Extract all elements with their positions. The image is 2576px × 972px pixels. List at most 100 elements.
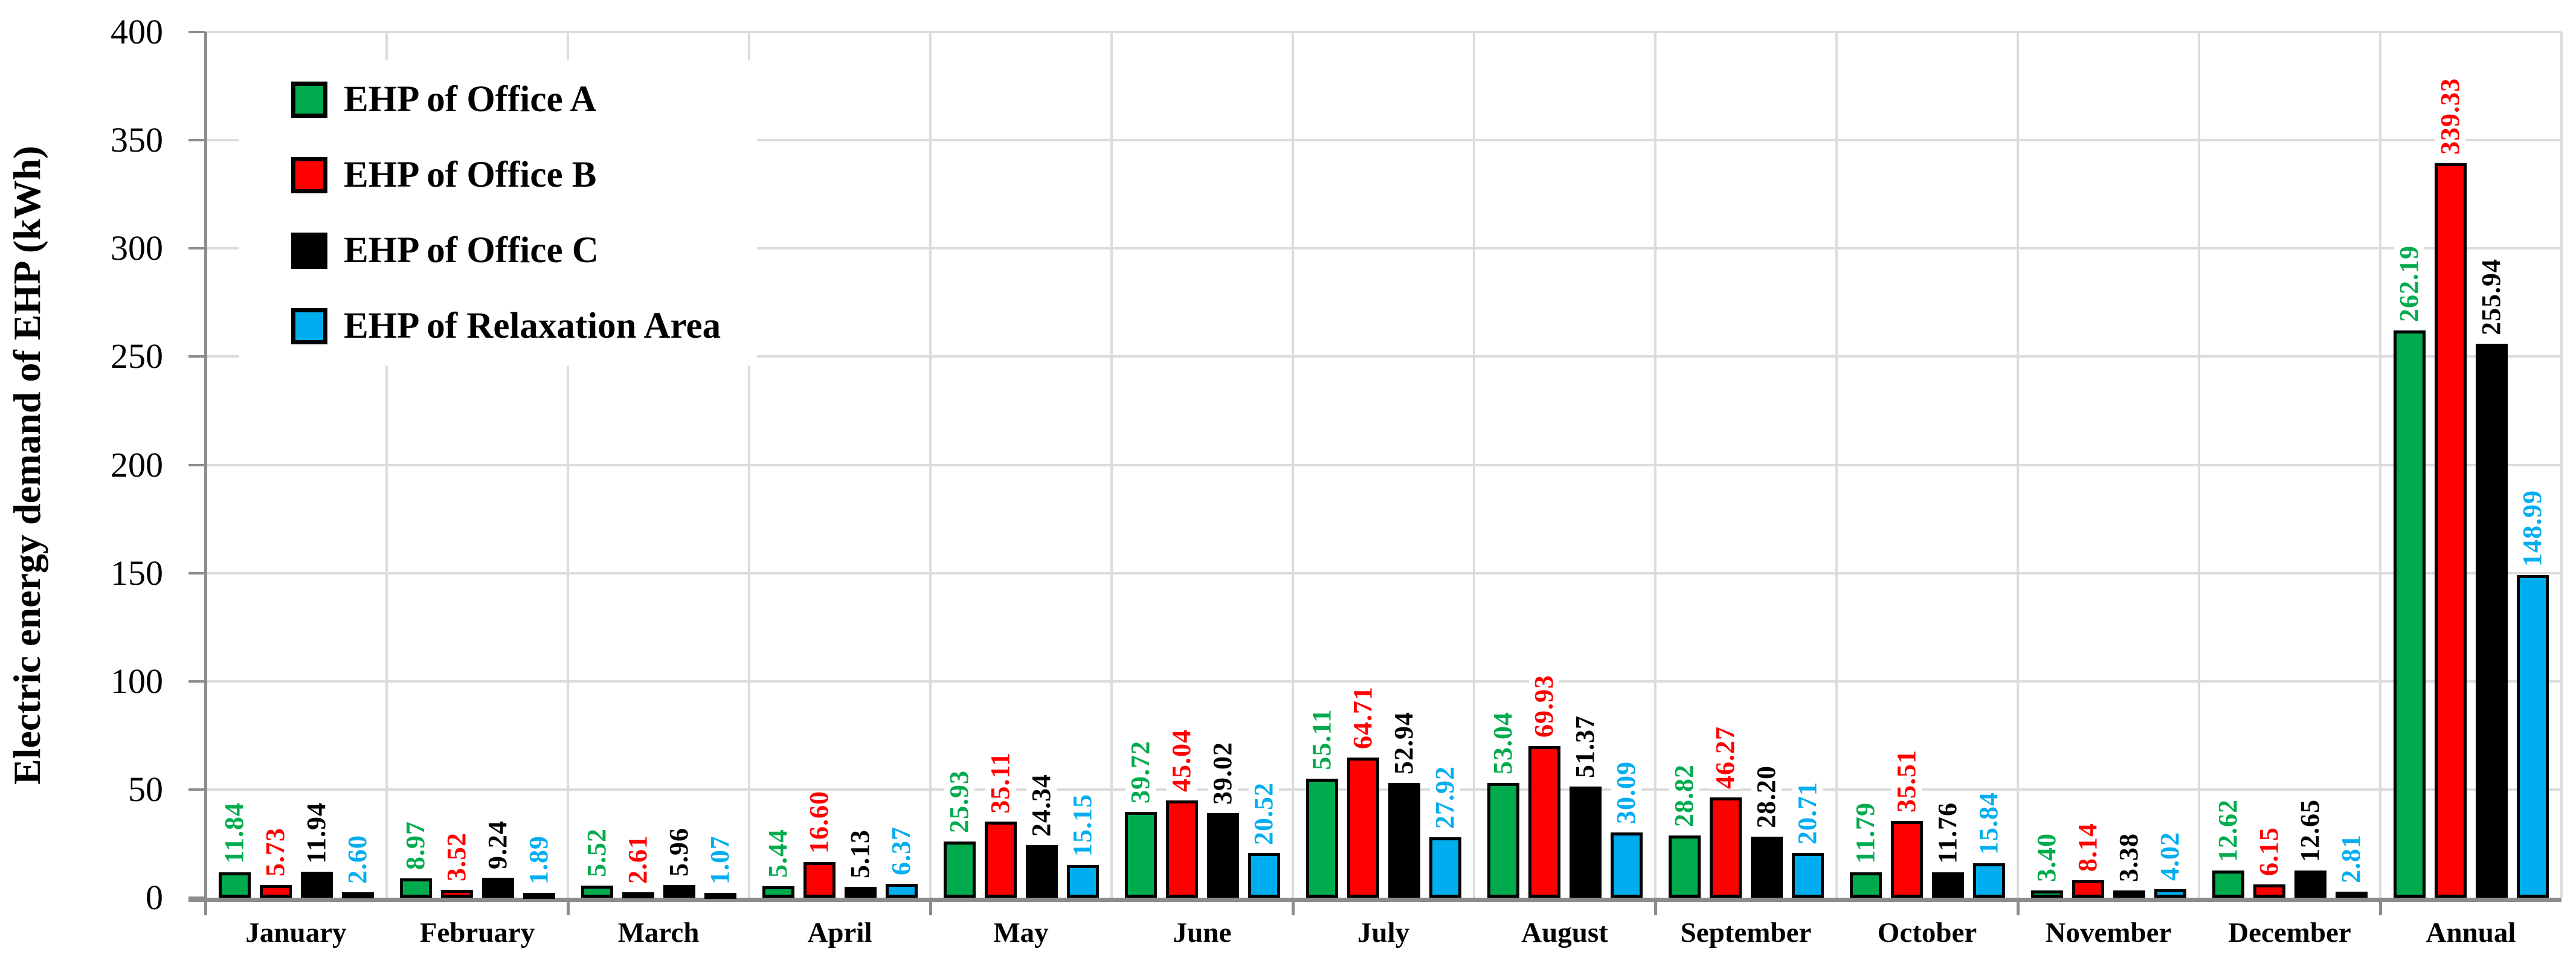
bar-april-series-1 [803, 861, 836, 898]
y-tick-label-0: 0 [146, 878, 163, 917]
bar-value-label: 3.38 [2114, 832, 2144, 882]
bar-march-series-1 [622, 892, 654, 898]
gridline-x-5 [1110, 32, 1113, 898]
y-tick-label-350: 350 [111, 120, 163, 160]
bar-october-series-3 [1972, 863, 2005, 898]
bar-december-series-3 [2335, 891, 2368, 898]
bar-value-label: 11.79 [1850, 802, 1881, 864]
bar-october-series-0 [1849, 872, 1882, 898]
y-tick-350 [188, 139, 205, 142]
bar-september-series-1 [1709, 797, 1742, 898]
y-tick-label-300: 300 [111, 228, 163, 268]
bar-march-series-2 [663, 884, 695, 898]
y-tick-label-100: 100 [111, 661, 163, 701]
bar-value-label: 16.60 [804, 790, 834, 854]
category-label-january: January [245, 917, 347, 948]
legend: EHP of Office A EHP of Office B EHP of O… [239, 60, 758, 365]
bar-value-label: 262.19 [2394, 245, 2424, 322]
category-label-september: September [1680, 917, 1812, 948]
bar-value-label: 255.94 [2476, 259, 2507, 336]
x-axis-line [188, 898, 2562, 902]
category-label-july: July [1357, 917, 1410, 948]
bar-value-label: 51.37 [1570, 715, 1600, 778]
gridline-x-3 [748, 32, 750, 898]
y-tick-label-250: 250 [111, 336, 163, 376]
bar-value-label: 39.72 [1125, 740, 1156, 803]
bar-january-series-1 [259, 885, 292, 898]
gridline-x-11 [2198, 32, 2200, 898]
legend-swatch-office-c [291, 233, 327, 269]
bar-march-series-3 [704, 893, 736, 899]
bar-january-series-2 [300, 872, 333, 898]
bar-value-label: 27.92 [1430, 765, 1460, 829]
bar-value-label: 8.14 [2073, 822, 2103, 872]
bar-november-series-3 [2154, 889, 2186, 898]
bar-value-label: 6.15 [2254, 826, 2284, 876]
bar-september-series-2 [1750, 836, 1783, 898]
bar-february-series-1 [440, 890, 473, 898]
bar-value-label: 46.27 [1710, 726, 1740, 790]
bar-annual-series-2 [2475, 344, 2508, 898]
bar-july-series-1 [1347, 758, 1379, 898]
bar-value-label: 4.02 [2155, 831, 2185, 881]
bar-august-series-2 [1569, 786, 1602, 898]
gridline-x-1 [385, 32, 388, 898]
bar-december-series-0 [2212, 870, 2244, 898]
bar-value-label: 52.94 [1389, 712, 1419, 775]
bar-june-series-2 [1206, 813, 1239, 898]
bar-may-series-0 [943, 842, 976, 898]
bar-value-label: 45.04 [1167, 729, 1197, 792]
bar-july-series-0 [1306, 778, 1338, 898]
bar-value-label: 5.73 [260, 828, 291, 877]
bar-value-label: 24.34 [1026, 773, 1057, 837]
y-tick-400 [188, 31, 205, 33]
y-tick-200 [188, 463, 205, 466]
legend-item-relaxation-area: EHP of Relaxation Area [291, 306, 721, 346]
gridline-x-9 [1835, 32, 1838, 898]
y-tick-label-50: 50 [128, 769, 163, 809]
bar-value-label: 53.04 [1488, 711, 1518, 774]
bar-may-series-2 [1025, 845, 1058, 898]
bar-february-series-3 [523, 893, 555, 899]
y-tick-label-150: 150 [111, 553, 163, 593]
bar-november-series-2 [2113, 890, 2145, 898]
bar-december-series-2 [2294, 870, 2326, 898]
gridline-x-7 [1473, 32, 1475, 898]
x-tick [2379, 902, 2382, 915]
bar-july-series-3 [1429, 837, 1461, 898]
legend-item-office-c: EHP of Office C [291, 230, 721, 271]
gridline-x-10 [2017, 32, 2019, 898]
category-label-august: August [1521, 917, 1608, 948]
legend-label-relaxation-area: EHP of Relaxation Area [344, 306, 721, 346]
x-tick [2017, 902, 2020, 915]
gridline-x-4 [929, 32, 932, 898]
legend-swatch-relaxation-area [291, 308, 327, 344]
gridline-y-100 [205, 680, 2562, 683]
legend-label-office-a: EHP of Office A [344, 79, 597, 120]
bar-october-series-1 [1890, 820, 1923, 898]
bar-value-label: 12.62 [2213, 799, 2243, 862]
category-label-october: October [1877, 917, 1977, 948]
bar-value-label: 3.52 [442, 832, 472, 882]
gridline-x-8 [1654, 32, 1657, 898]
bar-value-label: 8.97 [401, 820, 431, 870]
bar-october-series-2 [1931, 872, 1964, 898]
bar-january-series-3 [341, 892, 374, 898]
y-axis-line [204, 32, 207, 898]
bar-value-label: 28.82 [1669, 764, 1699, 827]
bar-february-series-0 [399, 878, 432, 898]
bar-june-series-0 [1124, 811, 1157, 898]
bar-value-label: 25.93 [944, 770, 974, 834]
x-tick [1292, 902, 1295, 915]
bar-value-label: 35.51 [1892, 749, 1922, 813]
category-label-march: March [617, 917, 700, 948]
bar-annual-series-0 [2393, 330, 2426, 898]
bar-february-series-2 [481, 877, 514, 898]
category-label-november: November [2045, 917, 2172, 948]
bar-june-series-3 [1248, 853, 1280, 898]
bar-value-label: 5.13 [845, 829, 875, 878]
legend-label-office-c: EHP of Office C [344, 230, 599, 271]
legend-item-office-a: EHP of Office A [291, 79, 721, 120]
legend-item-office-b: EHP of Office B [291, 155, 721, 195]
bar-value-label: 11.76 [1933, 802, 1963, 864]
